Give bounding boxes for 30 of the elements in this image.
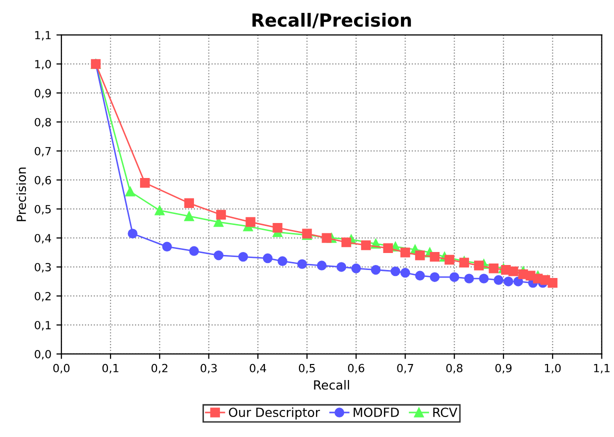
y-tick-label: 1,1 — [35, 31, 51, 40]
y-tick-label: 0,4 — [34, 234, 52, 244]
y-tick-label: 0,9 — [34, 88, 51, 98]
legend-label: MODFD — [354, 408, 399, 418]
y-tick-label: 0,0 — [34, 350, 51, 360]
y-axis-title: Precision — [16, 168, 26, 222]
y-tick-label: 0,5 — [34, 204, 51, 214]
y-tick-label: 0,7 — [34, 146, 51, 156]
x-tick-label: 0,3 — [200, 364, 217, 374]
x-tick-label: 0,0 — [53, 364, 70, 374]
y-tick-label: 0,6 — [34, 176, 51, 186]
chart-title: Recall/Precision — [252, 12, 411, 28]
x-tick-label: 1,0 — [544, 364, 561, 374]
legend-label: Our Descriptor — [228, 407, 320, 420]
y-tick-label: 1,0 — [35, 60, 51, 70]
x-tick-label: 0,6 — [348, 364, 364, 374]
x-tick-label: 0,7 — [397, 364, 414, 374]
x-tick-label: 0,9 — [495, 364, 512, 374]
x-tick-label: 0,5 — [298, 364, 315, 374]
y-tick-label: 0,2 — [34, 292, 51, 302]
y-tick-label: 0,8 — [34, 118, 51, 128]
y-tick-label: 0,3 — [34, 262, 51, 272]
y-tick-label: 0,1 — [34, 320, 51, 330]
x-tick-label: 0,4 — [250, 364, 266, 374]
x-tick-label: 1,1 — [594, 364, 610, 374]
x-axis-title: Recall — [314, 380, 350, 390]
x-tick-label: 0,2 — [152, 364, 168, 374]
legend-label: RCV — [433, 408, 458, 418]
x-tick-label: 0,8 — [446, 364, 462, 374]
x-tick-label: 0,1 — [102, 364, 118, 374]
